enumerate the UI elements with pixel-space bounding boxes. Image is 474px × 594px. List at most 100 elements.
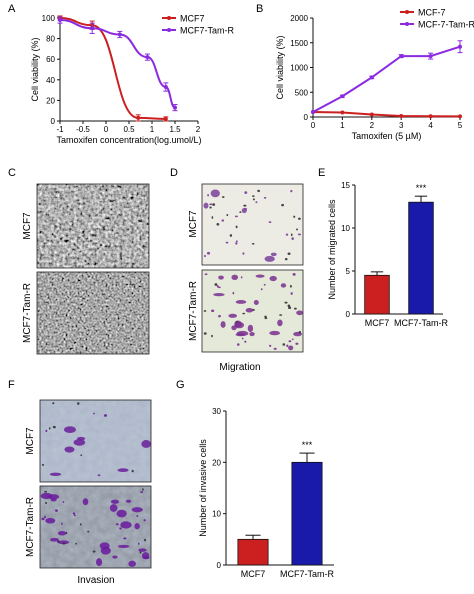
stained-cell [100,546,111,555]
stained-cell [292,273,296,276]
stained-cell [273,347,277,350]
stained-cell [286,344,289,348]
stained-cell [228,313,238,318]
stained-cell [206,251,211,255]
stained-cell [255,274,265,278]
stained-cell [242,252,245,255]
stained-cell [264,255,275,262]
stained-cell [123,537,127,540]
legend-marker [167,28,171,32]
stained-cell [120,521,132,529]
data-point [458,44,462,49]
legend-marker [405,22,409,26]
stained-cell [288,306,292,310]
stained-cell [72,512,76,515]
bar-1 [364,274,390,315]
category-label: MCF7-Tam-R [280,569,334,579]
category-label: MCF7 [365,318,390,328]
chart-g: 0 10 20 30 Number of invasive cells MCF7 MCF7-… [198,407,334,579]
y-axis-label: Cell viability (%) [275,35,285,99]
stained-cell [298,330,301,334]
stained-cell [49,472,62,477]
invasion-caption: Invasion [77,575,114,586]
data-point [399,114,404,119]
stained-cell [294,307,297,310]
stained-cell [77,402,80,405]
data-point [117,32,122,37]
stained-cell [138,548,147,552]
legend-label: MCF-7-Tam-R [418,20,474,30]
stained-cell [260,288,263,291]
stained-cell [73,439,86,446]
stained-cell [211,334,213,338]
x-tick-label: 1 [150,125,155,134]
bar-2 [408,201,434,315]
legend-label: MCF7 [180,14,205,24]
stained-cell [211,216,214,219]
stained-cell [263,283,266,286]
data-point [340,110,345,115]
stained-cell [231,325,237,331]
stained-cell [284,258,288,261]
y-tick-label: 1500 [290,39,308,48]
y-tick-label: 0 [304,113,309,122]
stained-cell [131,507,143,513]
stained-cell [235,242,238,245]
stained-cell [263,196,267,199]
c-label-mcf7: MCF7 [22,212,33,240]
stained-cell [243,204,247,207]
stained-cell [247,324,254,333]
x-tick-label: 4 [428,121,433,130]
x-tick-label: 2 [370,121,375,130]
legend-label: MCF7-Tam-R [180,26,234,36]
migration-caption: Migration [219,362,260,373]
x-tick-label: 0.5 [123,125,135,134]
y-tick-label: 10 [341,224,350,233]
x-tick-label: 3 [399,121,404,130]
x-tick-label: 0 [311,121,316,130]
stained-cell [82,498,89,506]
stained-cell [221,219,225,222]
legend-marker [405,10,409,14]
micrograph-d-mcf7 [201,183,304,266]
stained-cell [142,488,144,491]
stained-cell [255,201,258,204]
series-line-1 [59,17,166,120]
stained-cell [207,194,210,197]
data-point [163,85,168,90]
micrograph-d-tamr [201,269,304,353]
y-tick-label: 100 [42,14,56,23]
panel-label-d: D [170,167,178,179]
data-point [369,112,374,117]
data-point [173,105,177,110]
panel-label-a: A [8,3,16,15]
data-point [428,114,433,119]
stained-cell [41,517,45,521]
stained-cell [204,273,208,276]
stained-cell [240,276,243,279]
stained-cell [50,537,59,542]
bar-2 [291,461,323,566]
stained-cell [220,321,226,328]
stained-cell [293,215,296,218]
stained-cell [211,309,215,313]
stained-cell [143,519,146,522]
stained-cell [64,446,75,453]
y-tick-label: 20 [46,96,55,105]
stained-cell [234,321,245,329]
x-tick-label: 2 [196,125,201,134]
stained-cell [235,300,247,304]
stained-cell [109,504,118,512]
panel-label-f: F [8,379,15,391]
bar-1 [237,538,269,566]
stained-cell [204,254,206,258]
stained-cell [290,233,293,237]
stained-cell [235,240,238,243]
stained-cell [279,314,283,316]
data-point [163,116,168,121]
stained-cell [97,474,101,477]
stained-cell [141,440,152,448]
stained-cell [117,468,129,472]
y-axis-label: Number of migrated cells [327,199,337,300]
y-tick-label: 0 [217,561,222,570]
